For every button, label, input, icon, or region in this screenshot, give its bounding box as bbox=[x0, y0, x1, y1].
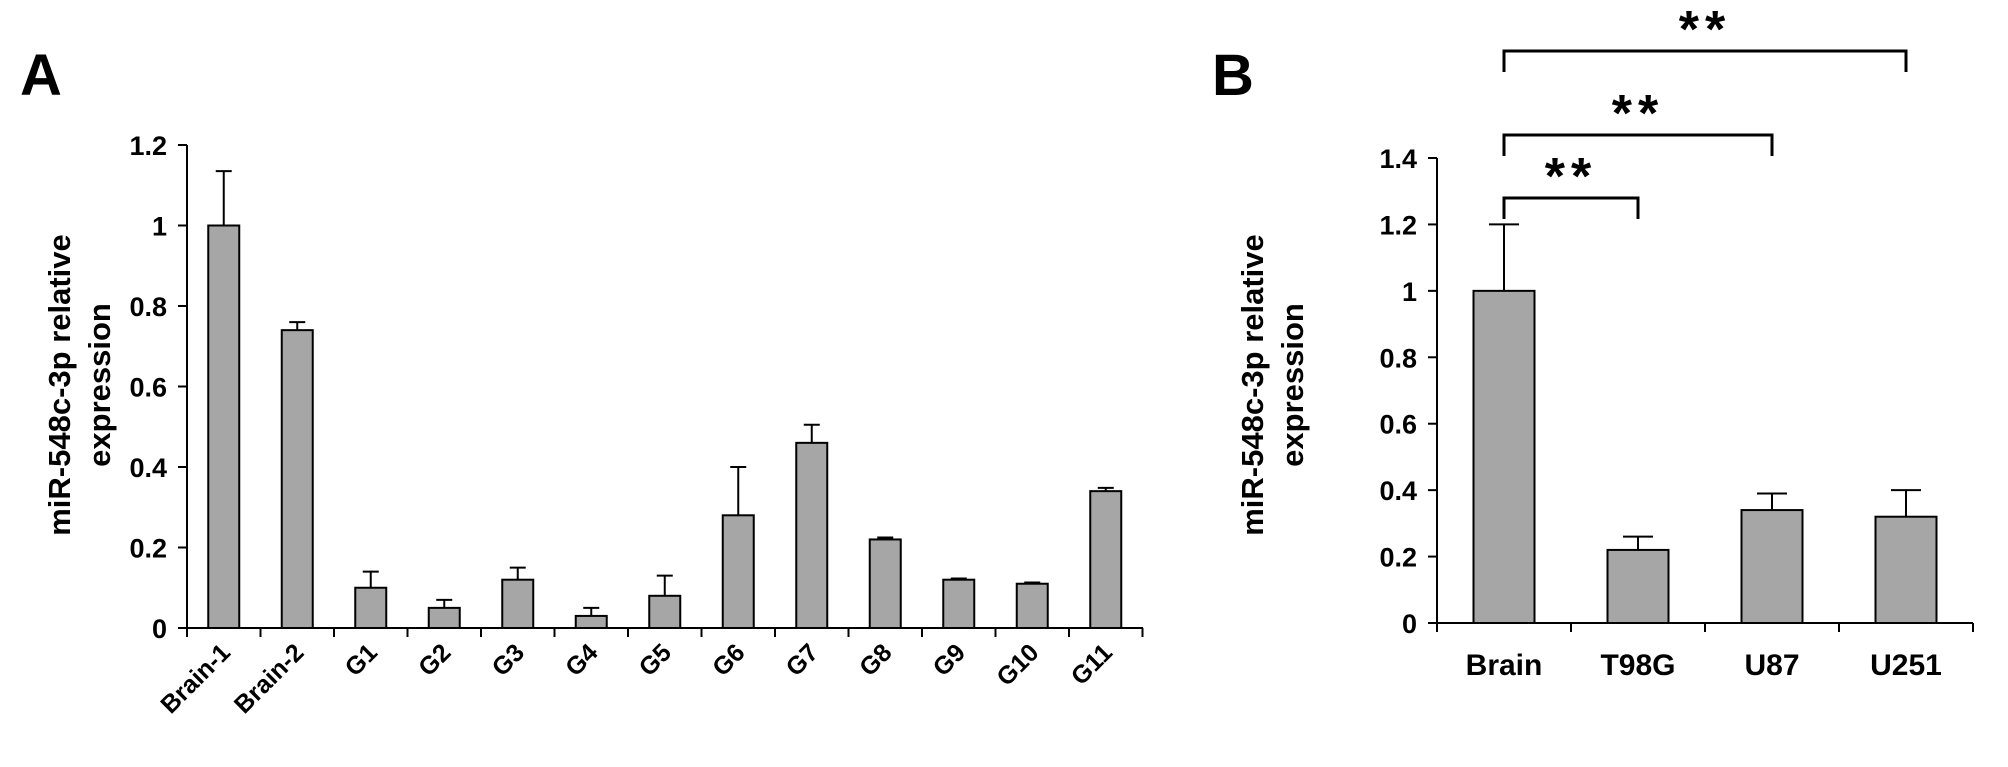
significance-label: ** bbox=[1545, 148, 1597, 206]
y-tick-label: 0.2 bbox=[129, 534, 167, 564]
y-tick-label: 0.4 bbox=[1379, 476, 1417, 506]
x-category-label: G6 bbox=[707, 638, 750, 681]
bar bbox=[1089, 490, 1123, 629]
y-tick-label: 0.8 bbox=[1379, 343, 1417, 373]
x-category-label: Brain bbox=[1466, 649, 1543, 682]
bar bbox=[1740, 509, 1804, 625]
bar bbox=[1606, 548, 1670, 625]
significance-bracket bbox=[1502, 133, 1774, 156]
y-tick-label: 0.8 bbox=[129, 292, 167, 322]
bar bbox=[942, 578, 976, 630]
x-category-label: Brain-2 bbox=[229, 638, 310, 719]
bar bbox=[721, 514, 755, 629]
x-category-label: G5 bbox=[634, 638, 677, 681]
y-tick-label: 1 bbox=[1402, 277, 1417, 307]
y-tick-label: 1.4 bbox=[1379, 144, 1417, 174]
y-axis-title-line: miR-548c-3p relative bbox=[1235, 234, 1270, 536]
bar bbox=[795, 441, 829, 629]
x-category-label: G11 bbox=[1066, 638, 1118, 690]
x-category-label: G7 bbox=[781, 638, 824, 681]
y-tick-label: 0.6 bbox=[129, 373, 167, 403]
y-tick-label: 1.2 bbox=[129, 131, 167, 161]
y-axis-title-line: expression bbox=[1275, 303, 1310, 467]
y-tick-label: 1 bbox=[152, 212, 167, 242]
bar bbox=[648, 594, 682, 629]
y-axis-title-line: miR-548c-3p relative bbox=[42, 234, 77, 536]
y-axis-title-line: expression bbox=[82, 303, 117, 467]
panel-a-chart: 0 0.2 0.4 0.6 0.8 1 1.2 miR-548c-3p relative exp… bbox=[42, 131, 1144, 719]
bar bbox=[1015, 582, 1049, 629]
significance-label: ** bbox=[1612, 85, 1664, 143]
bar bbox=[427, 606, 461, 629]
x-category-label: G2 bbox=[413, 638, 456, 681]
x-category-label: G3 bbox=[487, 638, 530, 681]
x-category-label: Brain-1 bbox=[155, 638, 236, 719]
y-axis-title: miR-548c-3p relative expression bbox=[1235, 234, 1310, 536]
x-category-label: G9 bbox=[928, 638, 971, 681]
y-tick-label: 1.2 bbox=[1379, 210, 1417, 240]
bar bbox=[1874, 515, 1938, 625]
panel-b-chart: 0 0.2 0.4 0.6 0.8 1 1.2 1.4 miR-548c-3p relative… bbox=[1235, 1, 1974, 682]
y-axis-title: miR-548c-3p relative expression bbox=[42, 234, 117, 536]
x-category-label: G8 bbox=[854, 638, 897, 681]
bar bbox=[574, 614, 608, 629]
bar bbox=[868, 538, 902, 630]
significance-bracket bbox=[1502, 49, 1908, 72]
panel-b-letter: B bbox=[1212, 43, 1254, 108]
bar bbox=[354, 586, 388, 629]
panel-a-letter: A bbox=[20, 43, 62, 108]
significance-bracket bbox=[1502, 196, 1640, 219]
y-tick-label: 0 bbox=[1402, 609, 1417, 639]
y-tick-label: 0.4 bbox=[129, 453, 167, 483]
y-tick-label: 0.6 bbox=[1379, 410, 1417, 440]
x-category-label: T98G bbox=[1600, 649, 1675, 682]
x-category-label: U251 bbox=[1870, 649, 1942, 682]
x-category-label: G4 bbox=[560, 638, 603, 681]
significance-label: ** bbox=[1679, 1, 1731, 59]
bar bbox=[1472, 289, 1536, 624]
y-tick-label: 0.2 bbox=[1379, 543, 1417, 573]
y-tick-label: 0 bbox=[152, 614, 167, 644]
bar bbox=[207, 224, 241, 629]
x-category-label: U87 bbox=[1744, 649, 1799, 682]
x-category-label: G10 bbox=[991, 638, 1044, 691]
x-category-label: G1 bbox=[340, 638, 383, 681]
bar bbox=[280, 329, 314, 629]
bar bbox=[501, 578, 535, 630]
